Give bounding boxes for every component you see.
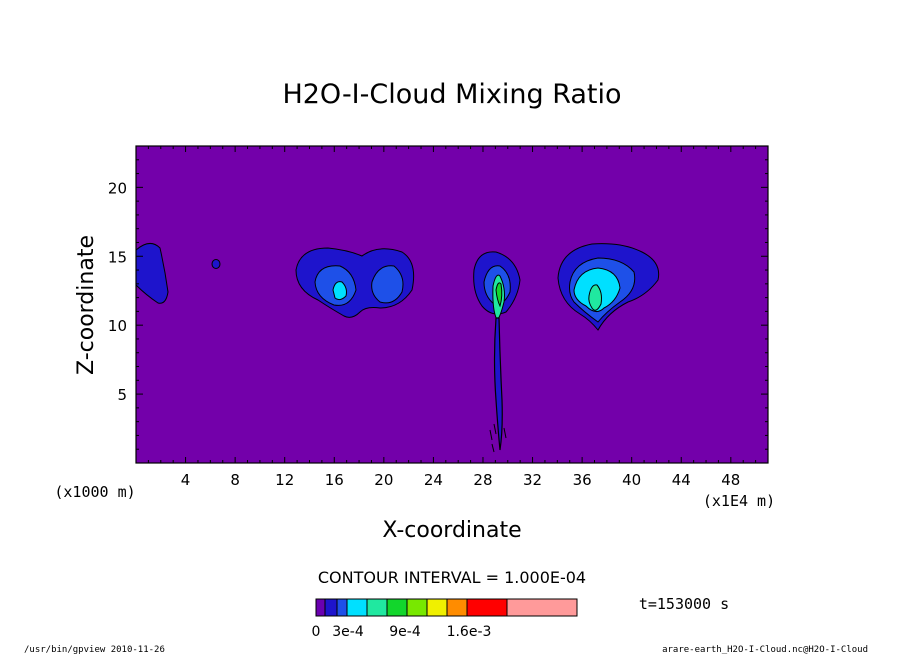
cloud-stem-dash: [489, 423, 507, 453]
colorbar-label: 3e-4: [332, 624, 364, 640]
cloud-blob-small: [211, 259, 221, 269]
x-axis-label: X-coordinate: [382, 518, 521, 543]
y-unit-label: (x1000 m): [54, 483, 135, 501]
x-tick-label: 40: [622, 471, 641, 489]
colorbar-swatch: [446, 598, 468, 617]
cloud-blob-16-20-mid2: [371, 265, 404, 304]
x-unit-label: (x1E4 m): [703, 492, 775, 510]
contour-interval-label: CONTOUR INTERVAL = 1.000E-04: [318, 568, 586, 587]
colorbar-swatch: [324, 598, 338, 617]
y-tick-label: 20: [108, 179, 127, 197]
x-tick-label: 12: [275, 471, 294, 489]
x-tick-label: 28: [473, 471, 492, 489]
colorbar-swatch: [346, 598, 368, 617]
x-tick-label: 44: [672, 471, 691, 489]
cloud-contours: [135, 243, 660, 453]
time-label: t=153000 s: [639, 595, 729, 613]
colorbar-label: 9e-4: [389, 624, 421, 640]
colorbar: [315, 598, 578, 617]
x-tick-label: 36: [573, 471, 592, 489]
y-tick-label: 15: [108, 248, 127, 266]
colorbar-swatch: [506, 598, 578, 617]
colorbar-label: 1.6e-3: [447, 624, 492, 640]
footer-left: /usr/bin/gpview 2010-11-26: [24, 645, 165, 654]
colorbar-swatch: [336, 598, 348, 617]
colorbar-swatch: [466, 598, 508, 617]
footer-right: arare-earth_H2O-I-Cloud.nc@H2O-I-Cloud: [662, 645, 868, 654]
colorbar-label: 0: [312, 624, 321, 640]
colorbar-swatch: [386, 598, 408, 617]
colorbar-swatch: [315, 598, 326, 617]
plot-frame: [135, 145, 769, 464]
cloud-blob-16-20-core: [332, 281, 347, 301]
cloud-stem: [493, 317, 503, 451]
colorbar-swatch: [426, 598, 448, 617]
y-axis-label: Z-coordinate: [74, 235, 99, 375]
cloud-blob-29-core2: [495, 282, 503, 308]
x-axis-ticks: 4 8 12 16 20 24 28 32 36 40 44 48: [147, 146, 757, 489]
plot-background: [136, 146, 768, 463]
chart-title: H2O-I-Cloud Mixing Ratio: [282, 79, 621, 110]
x-tick-label: 48: [721, 471, 740, 489]
y-tick-label: 5: [117, 386, 127, 404]
x-tick-label: 20: [374, 471, 393, 489]
y-tick-label: 10: [108, 317, 127, 335]
y-axis-ticks: 5 10 15 20: [108, 159, 768, 450]
x-tick-label: 8: [230, 471, 240, 489]
colorbar-swatch: [366, 598, 388, 617]
colorbar-swatch: [406, 598, 428, 617]
cloud-blob-38-core2: [588, 284, 602, 311]
x-tick-label: 24: [424, 471, 443, 489]
x-tick-label: 4: [181, 471, 191, 489]
colorbar-labels: 0 3e-4 9e-4 1.6e-3: [312, 624, 492, 640]
cloud-blob-left: [135, 243, 169, 304]
x-tick-label: 16: [325, 471, 344, 489]
x-tick-label: 32: [523, 471, 542, 489]
